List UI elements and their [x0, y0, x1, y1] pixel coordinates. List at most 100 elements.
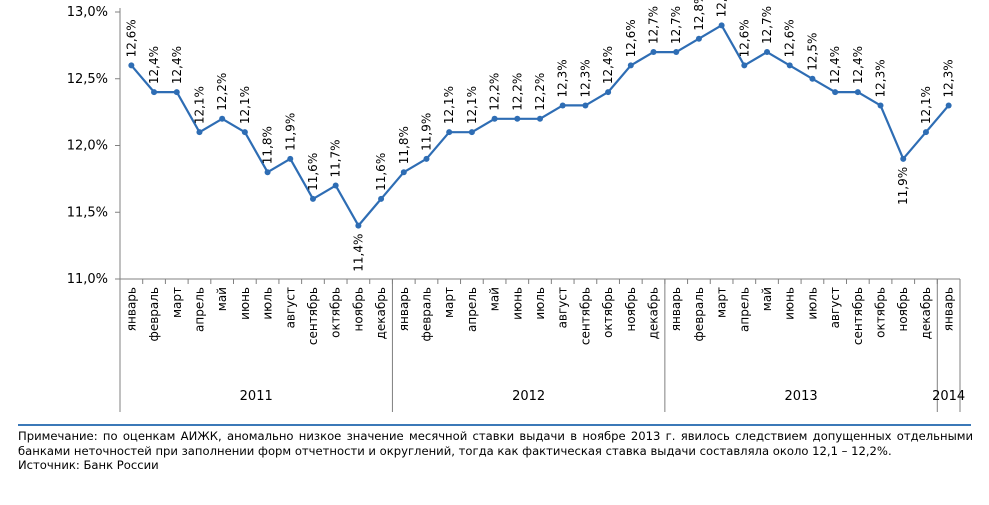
note-divider — [18, 424, 971, 426]
month-label: май — [215, 287, 229, 311]
data-point — [854, 89, 861, 96]
data-points — [128, 22, 952, 229]
month-label: июль — [805, 287, 819, 320]
y-tick-label: 11,5% — [67, 205, 108, 220]
data-label: 12,2% — [488, 73, 502, 111]
data-label: 12,7% — [647, 6, 661, 44]
month-label: апрель — [192, 287, 206, 332]
data-point — [832, 89, 839, 96]
month-label: май — [488, 287, 502, 311]
data-point — [173, 89, 180, 96]
month-label: декабрь — [647, 287, 661, 339]
month-label: ноябрь — [351, 287, 365, 332]
data-label: 12,4% — [170, 46, 184, 84]
month-label: июнь — [510, 287, 524, 320]
month-label: август — [828, 287, 842, 328]
data-point — [741, 62, 748, 69]
data-label: 12,1% — [238, 86, 252, 124]
data-label: 11,7% — [329, 139, 343, 177]
data-label: 11,4% — [351, 234, 365, 272]
data-label: 12,7% — [760, 6, 774, 44]
month-label: март — [170, 287, 184, 318]
month-label: сентябрь — [306, 287, 320, 345]
data-label: 12,4% — [851, 46, 865, 84]
y-axis-ticks: 11,0% 11,5% 12,0% 12,5% 13,0% — [67, 5, 120, 287]
data-label: 12,2% — [533, 73, 547, 111]
data-point — [945, 102, 952, 109]
month-label: март — [715, 287, 729, 318]
data-label: 12,6% — [737, 19, 751, 57]
month-label: июль — [533, 287, 547, 320]
month-label: июль — [261, 287, 275, 320]
data-label: 12,3% — [578, 59, 592, 97]
data-labels: 12,6% 12,4% 12,4% 12,1% 12,2% 12,1% 11,8% 11,9%… — [124, 0, 955, 272]
month-label: август — [556, 287, 570, 328]
data-point — [309, 195, 316, 202]
data-point — [514, 115, 521, 122]
source-text: Источник: Банк России — [18, 458, 159, 472]
data-point — [378, 195, 385, 202]
month-label: февраль — [147, 287, 161, 341]
month-label: сентябрь — [578, 287, 592, 345]
chart-note: Примечание: по оценкам АИЖК, аномально н… — [18, 429, 973, 473]
series-line — [130, 24, 950, 227]
data-point — [264, 169, 271, 176]
line-chart: 11,0% 11,5% 12,0% 12,5% 13,0% 12,6% 12,4% 12,4… — [67, 0, 965, 412]
month-label: февраль — [692, 287, 706, 341]
chart-axes — [119, 8, 961, 412]
year-label: 2012 — [512, 389, 545, 404]
y-tick-label: 12,0% — [67, 139, 108, 154]
y-tick-label: 12,5% — [67, 72, 108, 87]
data-point — [423, 155, 430, 162]
data-label: 11,8% — [397, 126, 411, 164]
data-label: 12,2% — [510, 73, 524, 111]
data-point — [332, 182, 339, 189]
series-line-layer — [130, 24, 950, 227]
month-label: апрель — [737, 287, 751, 332]
data-label: 12,5% — [805, 33, 819, 71]
data-label: 12,4% — [147, 46, 161, 84]
data-label: 12,8% — [692, 0, 706, 31]
month-label: декабрь — [919, 287, 933, 339]
data-label: 11,9% — [283, 113, 297, 151]
data-label: 12,6% — [624, 19, 638, 57]
data-point — [718, 22, 725, 29]
data-label: 12,7% — [669, 6, 683, 44]
data-point — [491, 115, 498, 122]
month-label: октябрь — [874, 287, 888, 338]
month-labels: январь февраль март апрель май июнь июль август… — [124, 287, 955, 345]
data-point — [786, 62, 793, 69]
data-point — [650, 49, 657, 56]
data-label: 12,3% — [942, 59, 956, 97]
data-point — [355, 222, 362, 229]
data-point — [764, 49, 771, 56]
month-label: март — [442, 287, 456, 318]
month-label: октябрь — [601, 287, 615, 338]
data-point — [559, 102, 566, 109]
data-label: 12,6% — [783, 19, 797, 57]
data-label: 11,9% — [419, 113, 433, 151]
data-point — [695, 35, 702, 42]
month-label: декабрь — [374, 287, 388, 339]
month-label: ноябрь — [624, 287, 638, 332]
year-label: 2011 — [240, 389, 273, 404]
data-point — [468, 129, 475, 136]
data-point — [400, 169, 407, 176]
data-point — [900, 155, 907, 162]
month-label: апрель — [465, 287, 479, 332]
data-point — [446, 129, 453, 136]
year-label: 2014 — [932, 389, 965, 404]
month-label: январь — [942, 287, 956, 331]
data-label: 12,1% — [442, 86, 456, 124]
month-label: июнь — [783, 287, 797, 320]
data-point — [219, 115, 226, 122]
data-label: 12,9% — [715, 0, 729, 17]
data-point — [582, 102, 589, 109]
data-point — [196, 129, 203, 136]
data-point — [922, 129, 929, 136]
data-point — [537, 115, 543, 122]
data-point — [809, 75, 816, 82]
month-label: июнь — [238, 287, 252, 320]
note-text: Примечание: по оценкам АИЖК, аномально н… — [18, 429, 973, 458]
data-point — [151, 89, 158, 96]
